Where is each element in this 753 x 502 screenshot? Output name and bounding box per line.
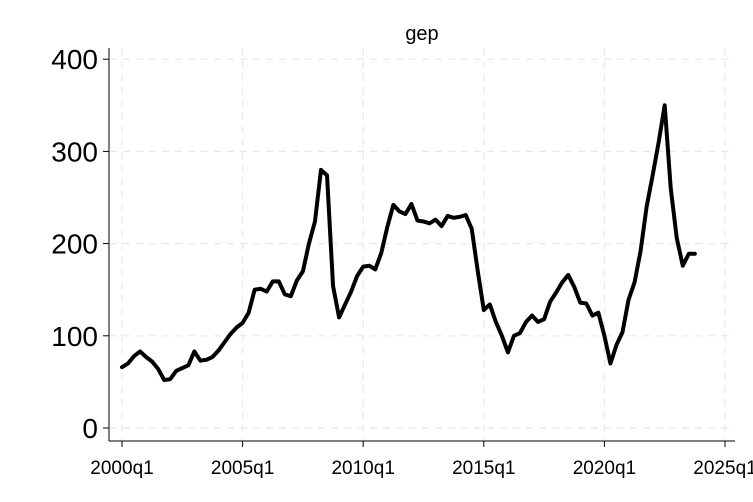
- x-tick-label: 2020q1: [573, 458, 636, 479]
- chart-title: gep: [405, 23, 438, 45]
- x-tick-label: 2010q1: [331, 458, 394, 479]
- y-tick-label: 100: [51, 321, 98, 352]
- x-tick-label: 2025q1: [693, 458, 753, 479]
- y-tick-label: 0: [82, 413, 98, 444]
- y-tick-label: 300: [51, 136, 98, 167]
- x-tick-label: 2000q1: [90, 458, 153, 479]
- series-line-gep: [120, 103, 697, 383]
- y-tick-label: 200: [51, 229, 98, 260]
- axes: [108, 48, 735, 442]
- grid: [110, 48, 735, 440]
- y-ticks: 0 100 200 300 400: [51, 44, 109, 444]
- x-tick-label: 2005q1: [211, 458, 274, 479]
- x-tick-label: 2015q1: [452, 458, 515, 479]
- x-ticks: 2000q1 2005q1 2010q1 2015q1 2020q1 2025q1: [90, 441, 753, 479]
- y-tick-label: 400: [51, 44, 98, 75]
